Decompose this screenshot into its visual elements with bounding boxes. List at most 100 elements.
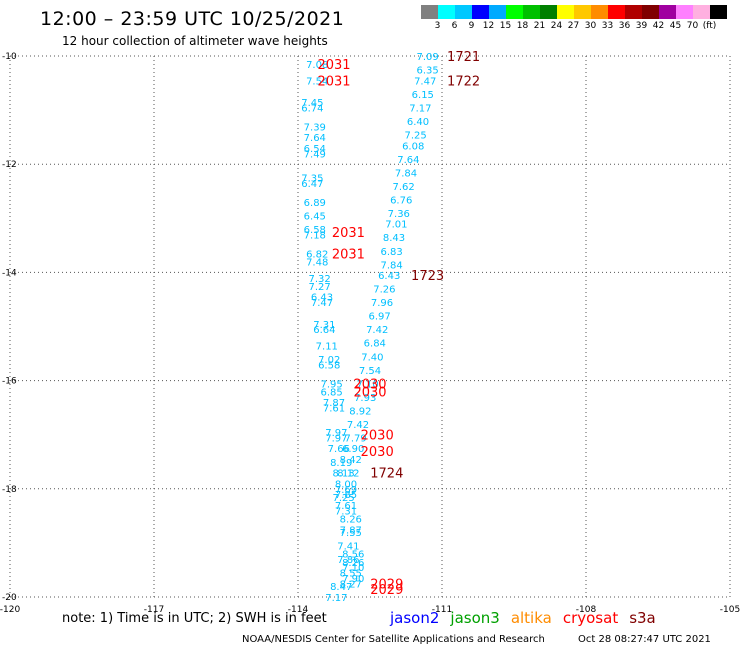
x-tick-label: -111 — [432, 605, 452, 615]
y-tick-label: -10 — [2, 52, 17, 62]
wave-height-point: 7.97 — [325, 428, 347, 439]
wave-height-point: 6.40 — [407, 117, 429, 128]
wave-height-point: 6.74 — [301, 103, 323, 114]
wave-height-point: 8.19 — [330, 458, 352, 469]
wave-height-point: 7.93 — [354, 393, 376, 404]
legend-swatch — [523, 5, 540, 19]
wave-height-point: 6.83 — [380, 247, 402, 258]
wave-height-point: 7.61 — [323, 404, 345, 415]
wave-height-point: 6.58 — [304, 225, 326, 236]
wave-height-point: 6.54 — [304, 144, 326, 155]
wave-height-point: 7.54 — [306, 76, 328, 87]
wave-height-point: 7.96 — [371, 298, 393, 309]
pass-time-label: 2031 — [332, 247, 365, 262]
wave-height-point: 7.79 — [344, 433, 366, 444]
satellite-jason2: jason2 — [390, 609, 440, 627]
wave-height-point: 7.69 — [335, 485, 357, 496]
wave-height-point: 7.47 — [311, 298, 333, 309]
legend-label: 24 — [550, 21, 563, 31]
legend-label: 39 — [635, 21, 648, 31]
wave-height-point: 7.25 — [404, 130, 426, 141]
pass-time-label: 2031 — [317, 58, 350, 73]
legend-swatch — [659, 5, 676, 19]
legend-swatch — [608, 5, 625, 19]
legend-label: 30 — [584, 21, 597, 31]
y-tick-label: -14 — [2, 268, 17, 278]
wave-height-point: 7.66 — [328, 444, 350, 455]
legend-swatch — [574, 5, 591, 19]
wave-height-point: 8.27 — [340, 579, 362, 590]
wave-height-point: 6.43 — [378, 271, 400, 282]
legend-swatch — [472, 5, 489, 19]
legend-label: 36 — [618, 21, 631, 31]
wave-height-point: 7.41 — [337, 542, 359, 553]
wave-height-point: 7.25 — [332, 493, 354, 504]
wave-height-point: 6.82 — [306, 249, 328, 260]
legend-swatch — [557, 5, 574, 19]
x-tick-label: -105 — [720, 605, 740, 615]
wave-height-point: 7.02 — [318, 355, 340, 366]
wave-height-point: 6.84 — [364, 339, 386, 350]
wave-height-point: 7.40 — [361, 352, 383, 363]
wave-height-point: 6.85 — [320, 387, 342, 398]
wave-height-point: 7.39 — [304, 122, 326, 133]
legend-swatch — [710, 5, 727, 19]
x-tick-label: -117 — [144, 605, 164, 615]
x-tick-label: -108 — [576, 605, 597, 615]
wave-height-point: 6.89 — [304, 198, 326, 209]
wave-height-point: 8.42 — [340, 455, 362, 466]
y-tick-label: -18 — [2, 485, 17, 495]
pass-time-label: 1721 — [447, 50, 480, 65]
wave-height-point: 6.47 — [301, 179, 323, 190]
wave-height-point: 7.32 — [308, 274, 330, 285]
wave-height-point: 7.55 — [340, 528, 362, 539]
x-tick-label: -114 — [288, 605, 309, 615]
satellite-altika: altika — [510, 609, 552, 627]
generation-timestamp: Oct 28 08:27:47 UTC 2021 — [578, 634, 711, 645]
wave-height-point: 7.90 — [342, 574, 364, 585]
wave-height-point: 6.15 — [412, 90, 434, 101]
pass-time-label: 2029 — [370, 583, 403, 598]
y-tick-label: -16 — [2, 377, 17, 387]
wave-height-point: 7.17 — [409, 103, 431, 114]
legend-swatch — [489, 5, 506, 19]
wave-height-point: 6.90 — [342, 444, 364, 455]
wave-height-point: 7.61 — [335, 501, 357, 512]
y-tick-label: -20 — [2, 593, 17, 603]
pass-time-label: 1723 — [411, 269, 444, 284]
legend-label: 3 — [434, 21, 441, 31]
satellite-s3a: s3a — [629, 609, 656, 627]
wave-height-point: 8.92 — [349, 406, 371, 417]
wave-height-point: 8.00 — [335, 479, 357, 490]
wave-height-point: 8.55 — [340, 569, 362, 580]
wave-height-point: 7.97 — [325, 433, 347, 444]
pass-time-label: 2030 — [361, 445, 394, 460]
legend-label: 12 — [482, 21, 495, 31]
wave-height-point: 6.43 — [311, 293, 333, 304]
legend-swatch — [421, 5, 438, 19]
wave-height-point: 7.09 — [416, 52, 438, 63]
wave-height-point: 7.64 — [397, 155, 419, 166]
wave-height-point: 7.35 — [301, 174, 323, 185]
legend-label: 15 — [499, 21, 512, 31]
wave-height-point: 7.01 — [385, 220, 407, 231]
wave-height-point: 7.87 — [323, 398, 345, 409]
wave-height-point: 8.26 — [340, 515, 362, 526]
wave-height-point: 8.12 — [337, 469, 359, 480]
pass-time-label: 2029 — [370, 577, 403, 592]
pass-time-label: 2030 — [353, 385, 386, 400]
pass-time-label: 2031 — [317, 74, 350, 89]
wave-height-point: 7.26 — [373, 285, 395, 296]
wave-height-point: 7.84 — [380, 260, 402, 271]
wave-height-point: 7.10 — [342, 563, 364, 574]
wave-height-point: 8.13 — [332, 469, 354, 480]
satellite-cryosat: cryosat — [562, 609, 619, 627]
legend-label: 6 — [451, 21, 458, 31]
chart-title: 12:00 – 23:59 UTC 10/25/2021 — [40, 8, 345, 30]
legend-label: 9 — [468, 21, 475, 31]
wave-height-point: 7.18 — [304, 231, 326, 242]
wave-height-point: 7.27 — [308, 282, 330, 293]
wave-height-point: 6.76 — [390, 195, 412, 206]
wave-height-point: 7.08 — [306, 60, 328, 71]
legend-swatch — [642, 5, 659, 19]
